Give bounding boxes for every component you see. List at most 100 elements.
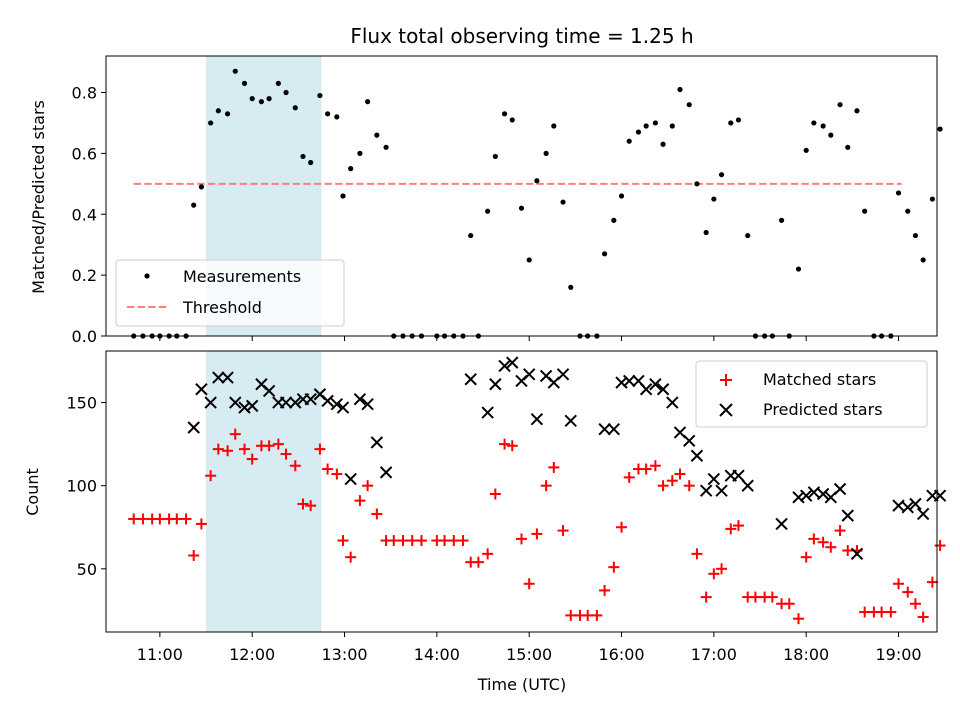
measurement-point: [937, 126, 943, 132]
bottom-plot-frame: [105, 350, 938, 633]
top-x-ticks: [159, 336, 900, 341]
predicted-star-point: [489, 378, 502, 391]
predicted-star-point: [321, 394, 334, 408]
bottom-y-tick-label: 50: [77, 560, 97, 579]
top-legend-box: [115, 259, 345, 327]
matched-star-point: [354, 495, 366, 507]
predicted-star-point: [639, 383, 653, 396]
matched-star-point: [314, 443, 326, 455]
bottom-legend-box: [695, 360, 928, 428]
matched-star-point: [926, 576, 938, 588]
predicted-star-point: [370, 436, 384, 449]
measurement-point: [249, 96, 255, 102]
matched-star-point: [297, 498, 309, 510]
measurement-point: [803, 147, 809, 153]
measurement-point: [618, 193, 625, 199]
matched-star-point: [180, 513, 192, 525]
predicted-star-point: [850, 547, 864, 561]
predicted-star-point: [666, 396, 679, 409]
predicted-star-point: [683, 434, 696, 447]
matched-star-point: [834, 525, 846, 537]
top-legend: Measurements Threshold: [115, 259, 345, 327]
predicted-star-point: [799, 489, 813, 502]
top-y-tick-label: 0.8: [72, 84, 97, 103]
matched-star-point: [506, 440, 518, 452]
matched-star-point: [371, 508, 383, 520]
matched-star-point: [137, 513, 149, 525]
measurement-point: [348, 166, 354, 172]
measurement-point: [383, 144, 389, 150]
measurement-point: [711, 196, 717, 202]
measurement-point: [485, 208, 491, 214]
measurement-point: [854, 108, 860, 114]
top-y-axis-label: Matched/Predicted stars: [29, 100, 48, 294]
predicted-star-point: [379, 466, 393, 479]
measurement-point: [728, 120, 734, 126]
matched-star-point: [902, 586, 914, 598]
measurement-point: [534, 178, 540, 184]
matched-star-point: [322, 463, 334, 475]
predicted-star-point: [330, 397, 344, 411]
measurement-point: [551, 123, 557, 129]
x-tick-label: 16:00: [598, 645, 644, 664]
matched-star-point: [154, 513, 166, 525]
predicted-stars-points: [187, 356, 947, 561]
measurement-point: [643, 123, 649, 129]
matched-star-point: [482, 548, 494, 560]
predicted-star-point: [353, 393, 367, 406]
bottom-y-ticks: 50 100 150: [66, 394, 106, 579]
x-tick-label: 17:00: [691, 645, 737, 664]
matched-star-point: [362, 480, 374, 492]
matched-star-point: [666, 475, 678, 487]
matched-star-point: [439, 535, 451, 547]
matched-star-point: [691, 548, 703, 560]
predicted-star-point: [715, 484, 728, 497]
measurement-point: [357, 150, 363, 156]
matched-star-point: [842, 545, 854, 557]
measurement-point: [266, 96, 272, 102]
measurement-points: [131, 68, 943, 339]
measurement-point: [660, 141, 666, 147]
measurement-point: [837, 102, 843, 108]
observing-time-span-bottom: [206, 351, 322, 632]
measurement-point: [735, 117, 742, 123]
matched-star-point: [800, 551, 812, 563]
predicted-star-point: [901, 501, 914, 514]
matched-star-point: [337, 535, 349, 547]
bottom-y-tick-label: 100: [66, 477, 97, 496]
matched-star-point: [808, 533, 820, 545]
bottom-y-axis-label: Count: [23, 468, 42, 516]
matched-star-point: [548, 461, 560, 473]
matched-star-point: [188, 550, 200, 562]
predicted-star-point: [481, 406, 494, 419]
measurement-point: [317, 92, 323, 99]
matched-star-point: [749, 591, 761, 603]
top-y-ticks: 0.0 0.2 0.4 0.6 0.8: [72, 84, 106, 346]
matched-star-point: [657, 480, 669, 492]
predicted-star-point: [598, 422, 611, 436]
matched-star-point: [345, 551, 357, 563]
top-y-tick-label: 0.4: [72, 205, 97, 224]
legend-predicted-marker: [719, 403, 733, 417]
measurement-point: [811, 120, 817, 126]
matched-star-point: [388, 535, 400, 547]
measurement-point: [191, 202, 197, 208]
predicted-star-point: [336, 401, 350, 414]
predicted-star-point: [775, 517, 788, 531]
measurement-point: [669, 123, 675, 129]
predicted-star-point: [289, 396, 302, 409]
predicted-star-point: [262, 384, 276, 398]
matched-star-point: [716, 563, 728, 575]
matched-stars-points: [128, 428, 946, 625]
measurement-point: [686, 102, 692, 108]
matched-star-point: [263, 440, 275, 452]
measurement-point: [275, 80, 281, 86]
legend-threshold-label: Threshold: [182, 298, 262, 317]
measurement-point: [374, 132, 380, 138]
matched-star-point: [305, 500, 317, 512]
matched-star-point: [222, 445, 234, 457]
measurement-point: [828, 132, 834, 138]
measurement-point: [509, 117, 515, 123]
measurement-point: [215, 108, 221, 114]
